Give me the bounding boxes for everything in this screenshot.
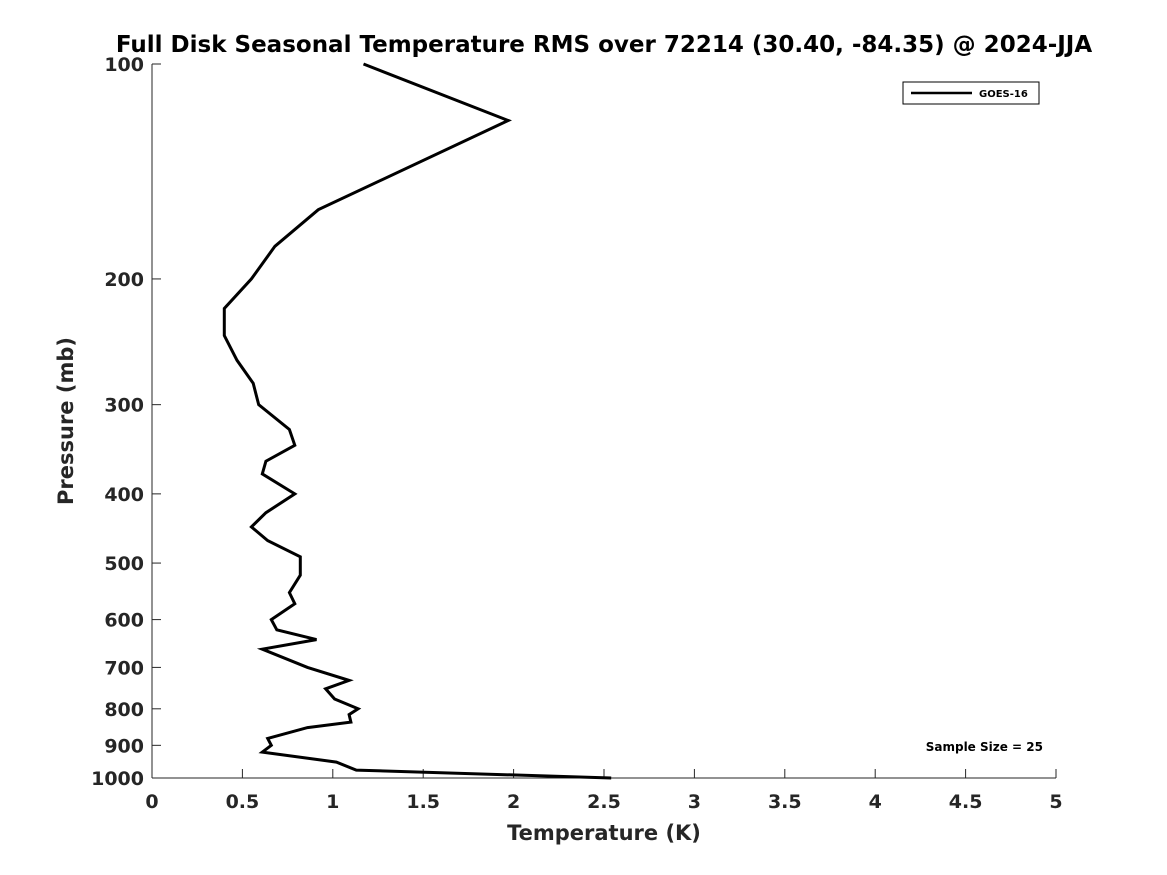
x-tick-label: 1.5 bbox=[406, 791, 440, 813]
y-tick-label: 700 bbox=[104, 657, 144, 679]
y-tick-label: 800 bbox=[104, 699, 144, 721]
x-tick-label: 3 bbox=[688, 791, 701, 813]
x-tick-label: 5 bbox=[1049, 791, 1062, 813]
x-tick-label: 0.5 bbox=[226, 791, 260, 813]
sample-size-annotation: Sample Size = 25 bbox=[926, 740, 1043, 754]
y-tick-label: 300 bbox=[104, 395, 144, 417]
x-tick-label: 3.5 bbox=[768, 791, 802, 813]
x-tick-label: 1 bbox=[326, 791, 339, 813]
x-tick-label: 4.5 bbox=[949, 791, 983, 813]
chart-title: Full Disk Seasonal Temperature RMS over … bbox=[116, 32, 1093, 58]
y-axis-label: Pressure (mb) bbox=[54, 337, 78, 505]
plot-area: 0 0.5 1 1.5 2 2.5 3 3.5 4 4.5 5 100 200 300 400 500 600… bbox=[91, 54, 1063, 813]
x-tick-label: 2 bbox=[507, 791, 520, 813]
y-ticks: 100 200 300 400 500 600 700 800 900 1000 bbox=[91, 54, 161, 790]
series-line-goes-16 bbox=[222, 62, 612, 780]
legend: GOES-16 bbox=[902, 81, 1040, 105]
x-tick-label: 0 bbox=[145, 791, 158, 813]
y-tick-label: 600 bbox=[104, 610, 144, 632]
y-tick-label: 900 bbox=[104, 735, 144, 757]
x-tick-label: 2.5 bbox=[587, 791, 621, 813]
y-tick-label: 100 bbox=[104, 54, 144, 76]
y-tick-label: 400 bbox=[104, 484, 144, 506]
y-tick-label: 500 bbox=[104, 553, 144, 575]
x-tick-label: 4 bbox=[869, 791, 882, 813]
x-ticks: 0 0.5 1 1.5 2 2.5 3 3.5 4 4.5 5 bbox=[145, 769, 1063, 813]
x-axis-label: Temperature (K) bbox=[507, 821, 701, 845]
y-tick-label: 200 bbox=[104, 269, 144, 291]
y-tick-label: 1000 bbox=[91, 768, 144, 790]
legend-entry-goes-16: GOES-16 bbox=[979, 89, 1028, 100]
series-group bbox=[222, 62, 612, 780]
